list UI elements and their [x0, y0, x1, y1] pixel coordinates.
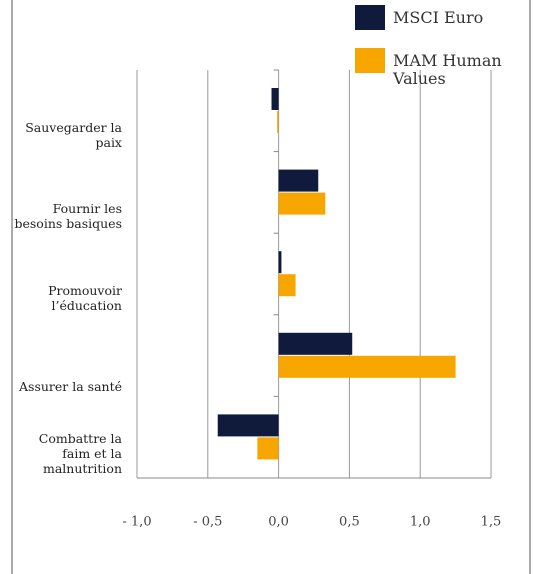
x-tick-label: 0,0	[268, 515, 289, 530]
bar	[278, 192, 326, 215]
x-tick-label: - 1,0	[122, 515, 151, 530]
bar	[278, 355, 456, 378]
category-label: Assurer la santé	[19, 379, 122, 395]
bar	[271, 88, 279, 110]
x-tick-label: 0,5	[339, 515, 360, 530]
x-tick-label: 1,0	[410, 515, 431, 530]
legend-swatch	[355, 5, 385, 30]
bar	[217, 414, 279, 437]
category-label: Promouvoir l’éducation	[48, 282, 122, 313]
bar	[277, 111, 279, 133]
bar	[278, 169, 319, 192]
legend-swatch	[355, 48, 385, 73]
x-tick-label: - 0,5	[193, 515, 222, 530]
bar	[278, 251, 282, 274]
bar	[278, 332, 353, 355]
category-label: Fournir les besoins basiques	[14, 201, 122, 232]
x-tick-label: 1,5	[481, 515, 502, 530]
category-label: Combattre la faim et la malnutrition	[38, 431, 122, 476]
legend-label: MSCI Euro	[393, 8, 484, 27]
legend-label: MAM Human Values	[393, 51, 502, 88]
category-label: Sauvegarder la paix	[25, 119, 122, 150]
bar	[278, 274, 296, 297]
bar	[257, 437, 279, 460]
